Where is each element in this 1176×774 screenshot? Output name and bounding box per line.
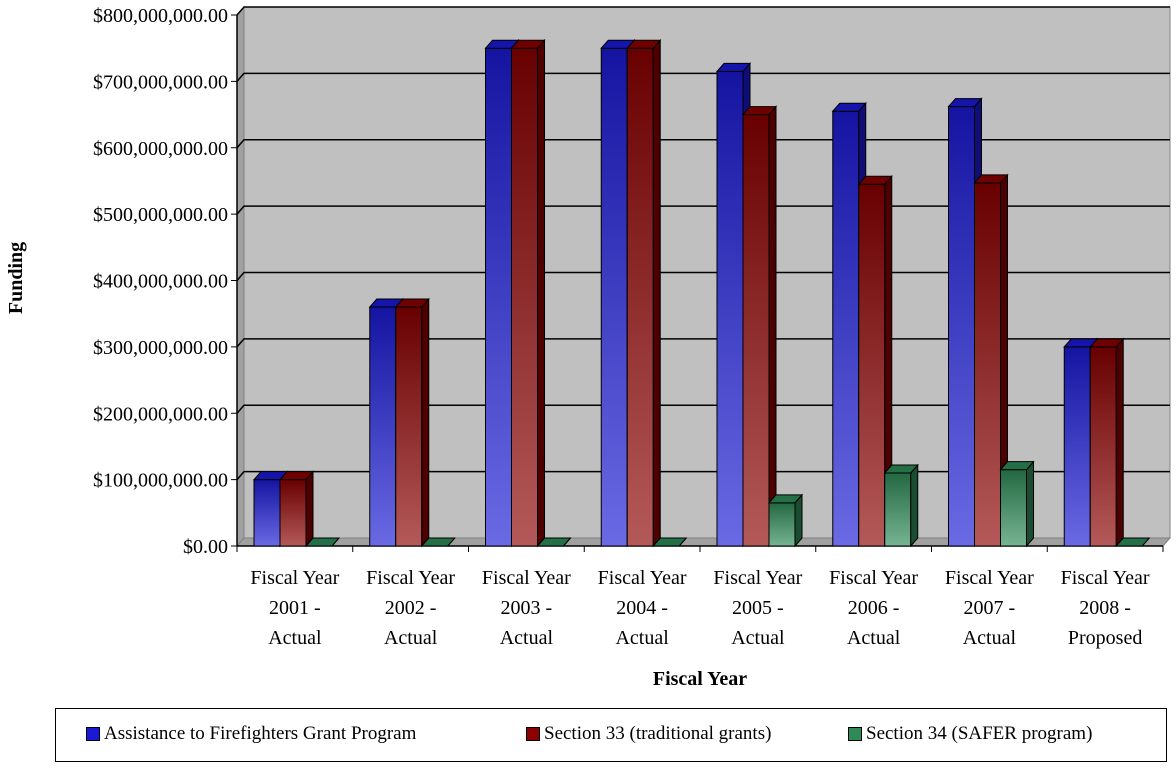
y-tick-label: $800,000,000.00: [93, 5, 228, 27]
bar-top: [394, 298, 430, 308]
x-tick-label: Fiscal Year 2008 -Proposed: [1061, 567, 1150, 649]
legend: Assistance to Firefighters Grant Program…: [55, 708, 1167, 762]
y-tick-label: $200,000,000.00: [93, 403, 228, 425]
bar: [883, 463, 919, 548]
legend-swatch: [526, 727, 540, 741]
legend-swatch: [848, 727, 862, 741]
bar: [536, 537, 572, 547]
bar-front: [1089, 346, 1117, 547]
bar-top: [1115, 537, 1151, 547]
x-tick-label: Fiscal Year 2005 -Actual: [713, 567, 802, 649]
y-axis-title: Funding: [5, 242, 27, 314]
y-tick-label: $400,000,000.00: [93, 271, 228, 293]
bar-front: [626, 47, 654, 547]
bar-top: [652, 537, 688, 547]
y-tick-label: $600,000,000.00: [93, 138, 228, 160]
bar-side: [305, 470, 314, 548]
legend-label: Section 34 (SAFER program): [866, 723, 1093, 744]
bar-top: [947, 98, 983, 108]
bar-front: [1000, 469, 1027, 547]
bar-front: [600, 47, 628, 547]
bar-side: [794, 493, 803, 548]
bar: [741, 105, 778, 548]
bar-front: [511, 47, 538, 547]
legend-swatch: [86, 727, 100, 741]
legend-item: Section 34 (SAFER program): [848, 723, 1092, 745]
bar-top: [626, 39, 662, 49]
bar-front: [279, 479, 307, 547]
bar-front: [485, 47, 512, 547]
bar: [304, 537, 341, 547]
x-tick-label: Fiscal Year 2004 -Actual: [598, 567, 687, 649]
bar: [278, 470, 315, 548]
bar-top: [767, 494, 804, 504]
bar-top: [420, 537, 456, 547]
bar-top: [304, 537, 341, 547]
legend-item: Assistance to Firefighters Grant Program: [86, 723, 416, 745]
bar-top: [1089, 338, 1125, 348]
bar-front: [395, 306, 423, 547]
bar-front: [1063, 346, 1091, 547]
bar-top: [278, 471, 315, 481]
bar-side: [768, 105, 777, 548]
y-tick-label: $700,000,000.00: [93, 71, 228, 93]
bar-front: [716, 70, 744, 547]
bar: [626, 38, 662, 548]
bar-top: [715, 62, 752, 72]
y-tick-label: $300,000,000.00: [93, 337, 228, 359]
gridline: [236, 6, 1170, 16]
bar-front: [742, 114, 770, 547]
bar: [1089, 337, 1125, 548]
bar: [420, 537, 456, 547]
bar-top: [831, 102, 867, 112]
bar-chart: $0.00 $100,000,000.00 $200,000,000.00 $300,…: [5, 5, 1172, 690]
bar: [999, 460, 1035, 548]
x-tick-label: Fiscal Year 2007 -Actual: [945, 567, 1034, 649]
bar-front: [768, 502, 796, 547]
x-axis-ticks: Fiscal Year 2001 -Actual Fiscal Year 2002 -…: [236, 546, 1164, 649]
bar-front: [369, 306, 397, 547]
bar: [767, 493, 804, 548]
gridline: [236, 72, 1170, 82]
bar-front: [884, 472, 912, 547]
bar-front: [832, 110, 860, 547]
legend-label: Assistance to Firefighters Grant Program: [104, 723, 417, 744]
bar-top: [510, 39, 546, 49]
bar: [510, 38, 546, 548]
bar: [394, 297, 430, 548]
bar-front: [858, 183, 886, 547]
y-axis-ticks: $0.00 $100,000,000.00 $200,000,000.00 $300,…: [93, 5, 1163, 558]
bar-front: [948, 106, 975, 547]
bar-top: [741, 106, 778, 116]
bar-top: [536, 537, 572, 547]
bar-side: [652, 38, 661, 548]
bar-side: [421, 297, 430, 548]
x-tick-label: Fiscal Year 2006 -Actual: [829, 567, 918, 649]
bar-top: [883, 464, 919, 474]
legend-label: Section 33 (traditional grants): [544, 723, 772, 744]
y-tick-label: $0.00: [183, 536, 228, 558]
bar-front: [253, 479, 281, 547]
x-tick-label: Fiscal Year 2002 -Actual: [366, 567, 455, 649]
bar: [857, 174, 893, 548]
x-axis-title: Fiscal Year: [653, 668, 747, 690]
bar-side: [910, 463, 919, 548]
bar: [1115, 537, 1151, 547]
bars: [252, 38, 1151, 548]
bar-front: [974, 182, 1001, 547]
x-tick-label: Fiscal Year 2003 -Actual: [482, 567, 571, 649]
legend-item: Section 33 (traditional grants): [526, 723, 771, 745]
bar-side: [1026, 460, 1034, 548]
bar-top: [973, 174, 1009, 184]
bar-top: [857, 175, 893, 185]
bar: [973, 173, 1009, 548]
bar-top: [999, 461, 1035, 471]
bar-side: [537, 38, 545, 548]
y-tick-label: $100,000,000.00: [93, 470, 228, 492]
bar: [652, 537, 688, 547]
x-tick-label: Fiscal Year 2001 -Actual: [250, 567, 339, 649]
y-tick-label: $500,000,000.00: [93, 204, 228, 226]
bar-side: [1115, 337, 1124, 548]
